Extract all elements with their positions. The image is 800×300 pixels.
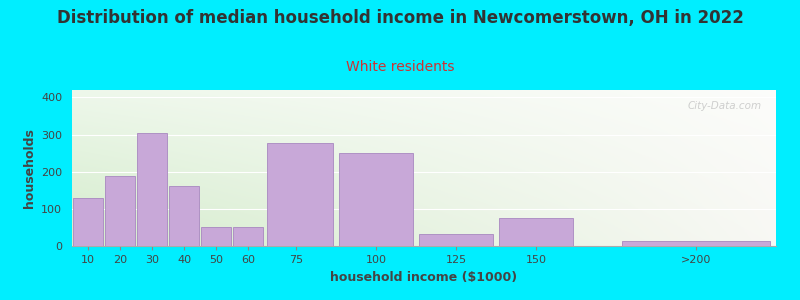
Bar — [106, 176, 134, 246]
Bar — [339, 153, 413, 246]
Text: Distribution of median household income in Newcomerstown, OH in 2022: Distribution of median household income … — [57, 9, 743, 27]
Text: White residents: White residents — [346, 60, 454, 74]
Bar — [267, 143, 333, 246]
Y-axis label: households: households — [22, 128, 35, 208]
X-axis label: household income ($1000): household income ($1000) — [330, 271, 518, 284]
Bar — [74, 198, 102, 246]
Bar — [138, 134, 166, 246]
Bar — [170, 186, 198, 246]
Text: City-Data.com: City-Data.com — [688, 101, 762, 111]
Bar — [622, 241, 770, 246]
Bar — [234, 227, 262, 246]
Bar — [499, 218, 573, 246]
Bar — [202, 227, 230, 246]
Bar — [419, 234, 493, 246]
